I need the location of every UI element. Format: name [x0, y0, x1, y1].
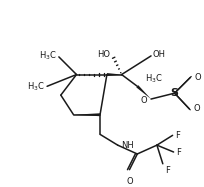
Text: H$_3$C: H$_3$C [145, 72, 163, 85]
Text: O: O [194, 73, 201, 82]
Polygon shape [136, 85, 151, 99]
Text: F: F [176, 148, 181, 157]
Text: O: O [193, 104, 200, 113]
Polygon shape [107, 73, 122, 76]
Text: H$_3$C: H$_3$C [27, 80, 45, 93]
Text: F: F [176, 131, 180, 140]
Text: NH: NH [122, 141, 134, 150]
Text: HO: HO [97, 50, 110, 59]
Text: O: O [126, 177, 133, 186]
Text: H$_3$C: H$_3$C [39, 50, 57, 62]
Polygon shape [74, 113, 100, 116]
Text: OH: OH [153, 50, 166, 59]
Text: F: F [165, 166, 170, 175]
Text: O: O [141, 96, 147, 105]
Text: S: S [171, 88, 178, 98]
